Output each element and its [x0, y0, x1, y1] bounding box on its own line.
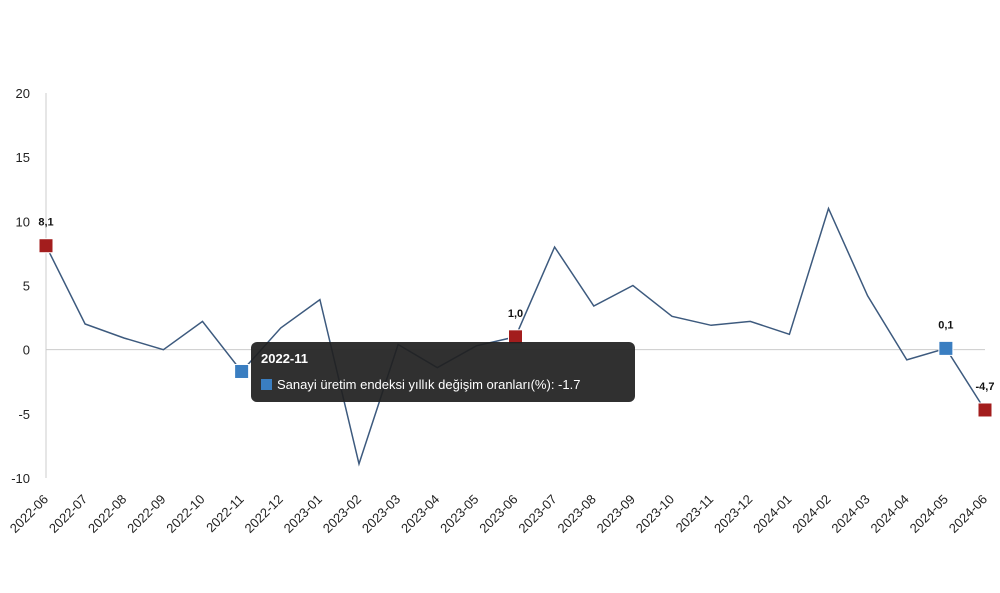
highlight-marker[interactable] — [38, 238, 54, 254]
tooltip-text: Sanayi üretim endeksi yıllık değişim ora… — [277, 377, 581, 392]
data-label: 0,1 — [938, 319, 953, 331]
y-tick-label: 15 — [16, 150, 30, 165]
x-tick-label: 2024-03 — [828, 492, 872, 536]
x-tick-label: 2024-06 — [946, 492, 990, 536]
highlight-markers — [38, 238, 993, 418]
x-tick-label: 2024-01 — [750, 492, 794, 536]
data-label: 1,0 — [508, 308, 523, 320]
x-tick-label: 2023-09 — [594, 492, 638, 536]
data-labels: 8,1 1,0 0,1 -4,7 — [38, 217, 994, 393]
y-tick-label: -5 — [18, 407, 30, 422]
tooltip-title: 2022-11 — [261, 351, 308, 366]
x-tick-label: 2023-03 — [359, 492, 403, 536]
x-tick-label: 2023-06 — [476, 492, 520, 536]
highlight-marker[interactable] — [977, 402, 993, 418]
y-axis-ticks: 20 15 10 5 0 -5 -10 — [11, 86, 30, 486]
x-tick-label: 2024-04 — [868, 492, 912, 536]
tooltip-row: Sanayi üretim endeksi yıllık değişim ora… — [261, 376, 625, 393]
x-tick-label: 2022-09 — [124, 492, 168, 536]
x-tick-label: 2023-12 — [711, 492, 755, 536]
y-tick-label: 20 — [16, 86, 30, 101]
x-tick-label: 2023-11 — [673, 492, 717, 536]
tooltip-series-swatch — [261, 379, 272, 390]
x-tick-label: 2022-10 — [163, 492, 207, 536]
highlight-marker[interactable] — [938, 340, 954, 356]
x-tick-label: 2024-05 — [907, 492, 951, 536]
x-tick-label: 2024-02 — [789, 492, 833, 536]
x-tick-label: 2023-01 — [281, 492, 325, 536]
x-tick-label: 2022-12 — [242, 492, 286, 536]
x-tick-label: 2023-08 — [555, 492, 599, 536]
y-tick-label: -10 — [11, 471, 30, 486]
x-tick-label: 2023-04 — [398, 492, 442, 536]
y-tick-label: 10 — [16, 214, 30, 229]
tooltip: 2022-11 Sanayi üretim endeksi yıllık değ… — [251, 342, 635, 402]
x-tick-label: 2022-08 — [85, 492, 129, 536]
x-tick-label: 2022-06 — [7, 492, 51, 536]
data-label: 8,1 — [38, 217, 53, 229]
x-axis-ticks: 2022-062022-072022-082022-092022-102022-… — [7, 492, 990, 536]
y-tick-label: 5 — [23, 279, 30, 294]
data-label: -4,7 — [976, 381, 995, 393]
highlight-marker[interactable] — [234, 363, 250, 379]
x-tick-label: 2023-05 — [437, 492, 481, 536]
x-tick-label: 2022-07 — [46, 492, 90, 536]
y-tick-label: 0 — [23, 343, 30, 358]
x-tick-label: 2023-02 — [320, 492, 364, 536]
x-tick-label: 2023-07 — [515, 492, 559, 536]
x-tick-label: 2022-11 — [203, 492, 247, 536]
x-tick-label: 2023-10 — [633, 492, 677, 536]
